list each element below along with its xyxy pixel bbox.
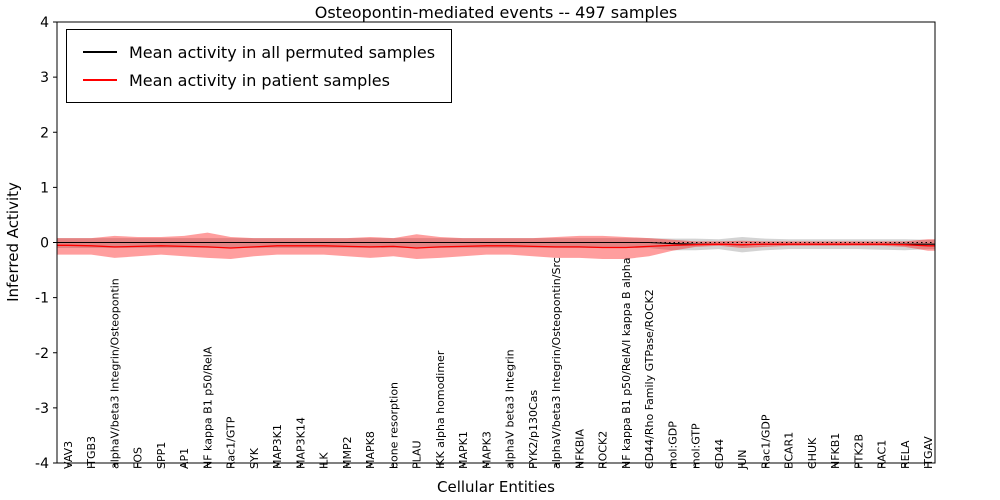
y-tick-label: -2 [35, 346, 49, 362]
x-category-label: NFKBIA [573, 428, 586, 469]
y-tick-label: -1 [35, 291, 49, 307]
x-category-label: MAPK3 [480, 431, 493, 469]
x-category-label: PYK2/p130Cas [527, 390, 540, 469]
x-category-label: ITGAV [922, 436, 935, 469]
x-category-label: alphaV beta3 Integrin [504, 349, 517, 469]
x-category-label: MAPK1 [457, 431, 470, 469]
x-category-label: SYK [248, 447, 261, 469]
x-category-label: Rac1/GDP [759, 414, 772, 469]
x-category-label: RAC1 [876, 440, 889, 469]
x-category-label: alphaV/beta3 Integrin/Osteopontin/Src [550, 257, 563, 469]
x-category-label: IKK alpha homodimer [434, 350, 447, 469]
x-category-label: MAP3K1 [271, 424, 284, 469]
patient-mean-line [57, 243, 935, 249]
y-tick-label: 1 [40, 180, 49, 196]
x-category-label: SPP1 [155, 442, 168, 469]
permuted-line-swatch [83, 51, 117, 53]
legend-label-patient: Mean activity in patient samples [129, 70, 390, 90]
x-category-label: FOS [132, 447, 145, 469]
chart-title: Osteopontin-mediated events -- 497 sampl… [314, 3, 678, 22]
y-tick-label: -3 [35, 401, 49, 417]
x-category-label: NFKB1 [829, 433, 842, 469]
x-category-label: BCAR1 [783, 432, 796, 469]
y-tick-label: -4 [35, 456, 49, 472]
x-category-label: alphaV/beta3 Integrin/Osteopontin [108, 278, 121, 469]
x-category-label: mol:GDP [666, 421, 679, 469]
x-category-label: VAV3 [62, 441, 75, 469]
x-category-label: Rac1/GTP [225, 416, 238, 469]
x-category-label: CD44 [713, 439, 726, 469]
x-category-label: ROCK2 [597, 431, 610, 469]
y-tick-label: 0 [40, 236, 49, 252]
x-category-label: MMP2 [341, 436, 354, 469]
y-tick-label: 3 [40, 70, 49, 86]
x-category-label: MAP3K14 [294, 417, 307, 469]
x-category-label: NF kappa B1 p50/RelA/I kappa B alpha [620, 258, 633, 470]
legend-label-permuted: Mean activity in all permuted samples [129, 42, 436, 62]
x-category-label: AP1 [178, 448, 191, 469]
y-tick-label: 4 [40, 15, 49, 31]
x-category-label: CHUK [806, 437, 819, 469]
legend: Mean activity in all permuted samples Me… [66, 29, 453, 103]
x-axis-label: Cellular Entities [437, 478, 555, 496]
legend-item-permuted: Mean activity in all permuted samples [79, 38, 435, 66]
patient-line-swatch [83, 79, 117, 81]
x-category-label: RELA [899, 440, 912, 469]
x-category-label: ILK [318, 452, 331, 469]
x-category-label: CD44/Rho Family GTPase/ROCK2 [643, 289, 656, 469]
y-tick-label: 2 [40, 125, 49, 141]
permuted-band [57, 237, 935, 253]
x-category-label: ITGB3 [85, 436, 98, 469]
x-category-label: mol:GTP [690, 423, 703, 469]
x-category-label: MAPK8 [364, 431, 377, 469]
x-category-label: JUN [736, 449, 749, 470]
x-category-label: PLAU [411, 440, 424, 469]
x-category-label: PTK2B [852, 434, 865, 469]
x-category-label: NF kappa B1 p50/RelA [201, 346, 214, 469]
legend-item-patient: Mean activity in patient samples [79, 66, 435, 94]
y-axis-label: Inferred Activity [4, 182, 22, 302]
x-category-label: bone resorption [387, 382, 400, 469]
